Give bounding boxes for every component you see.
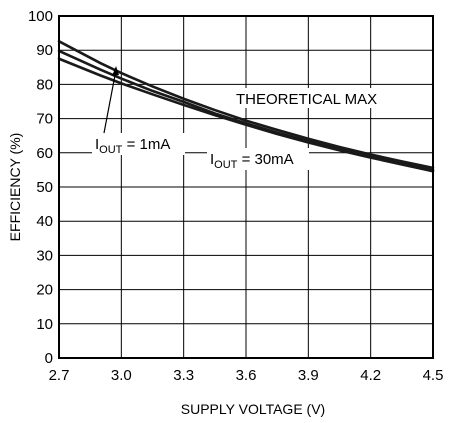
- iout-30ma-label: IOUT = 30mA: [210, 151, 294, 171]
- iout-30ma-i: I: [210, 151, 214, 168]
- x-tick-label: 2.7: [49, 367, 70, 384]
- iout-1ma-label: IOUT = 1mA: [95, 136, 170, 156]
- x-tick-label: 3.9: [298, 367, 319, 384]
- iout-30ma-sub: OUT: [214, 159, 238, 171]
- y-tick-label: 50: [36, 179, 53, 196]
- iout-1ma-sub: OUT: [99, 144, 123, 156]
- series-group: [57, 40, 435, 173]
- x-axis-label: SUPPLY VOLTAGE (V): [181, 401, 325, 417]
- x-tick-labels: 2.7 3.0 3.3 3.6 3.9 4.2 4.5: [49, 367, 444, 384]
- iout-1ma-i: I: [95, 136, 99, 153]
- y-tick-label: 80: [36, 76, 53, 93]
- y-tick-label: 0: [45, 350, 53, 367]
- y-tick-label: 100: [28, 8, 53, 25]
- y-tick-label: 90: [36, 42, 53, 59]
- iout-1ma-pointer: [103, 69, 117, 134]
- x-tick-label: 3.0: [111, 367, 132, 384]
- iout-30ma-rest: = 30mA: [237, 151, 293, 168]
- iout-1ma-arrowhead: [112, 66, 119, 76]
- y-tick-label: 10: [36, 316, 53, 333]
- theoretical-max-label-bg: [232, 88, 384, 108]
- x-tick-label: 3.6: [236, 367, 257, 384]
- iout-1ma-rest: = 1mA: [122, 136, 170, 153]
- theoretical-max-label: THEORETICAL MAX: [236, 91, 377, 108]
- y-tick-label: 70: [36, 111, 53, 128]
- series-line-iout-30ma: [57, 57, 435, 173]
- iout-30ma-label-bg: [207, 148, 309, 170]
- y-axis-label: EFFICIENCY (%): [7, 133, 23, 242]
- y-tick-label: 60: [36, 145, 53, 162]
- x-tick-label: 4.5: [423, 367, 444, 384]
- y-tick-label: 40: [36, 213, 53, 230]
- y-tick-label: 30: [36, 247, 53, 264]
- x-tick-label: 3.3: [173, 367, 194, 384]
- grid: [58, 15, 434, 359]
- y-tick-label: 20: [36, 282, 53, 299]
- x-tick-label: 4.2: [360, 367, 381, 384]
- series-line-theoretical-max: [57, 40, 435, 170]
- plot-frame: [58, 15, 434, 359]
- iout-1ma-label-bg: [92, 133, 185, 155]
- y-tick-labels: 0 10 20 30 40 50 60 70 80 90 100: [28, 8, 53, 367]
